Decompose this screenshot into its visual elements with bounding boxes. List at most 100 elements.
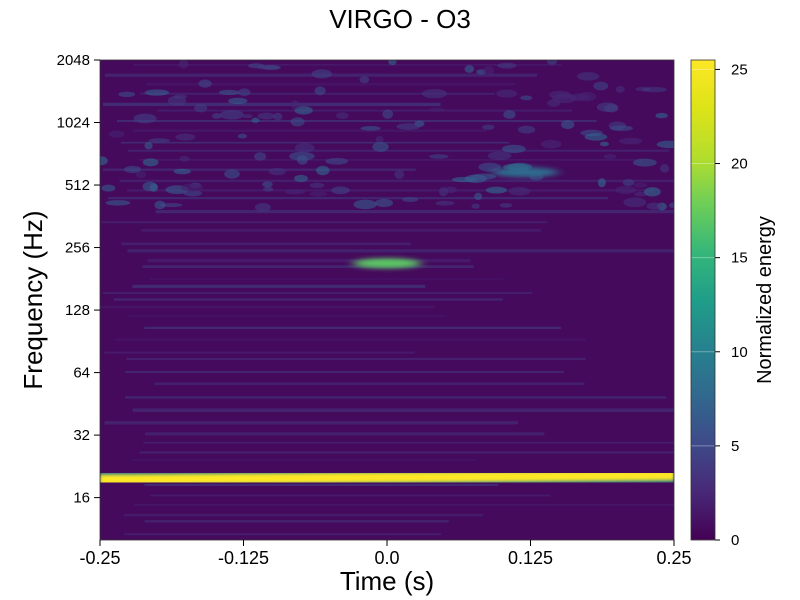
noise-speckle <box>194 103 208 113</box>
noise-speckle <box>242 113 253 119</box>
noise-speckle <box>464 65 475 73</box>
noise-speckle <box>218 89 240 95</box>
noise-speckle <box>100 156 108 166</box>
noise-band <box>155 210 674 214</box>
noise-speckle <box>309 191 327 197</box>
noise-band <box>124 396 667 399</box>
colorbar-tick-label: 25 <box>731 61 748 78</box>
noise-speckle <box>660 163 670 173</box>
noise-speckle <box>118 91 136 98</box>
noise-speckle <box>142 158 159 167</box>
noise-speckle <box>497 62 517 69</box>
colorbar <box>691 60 715 540</box>
noise-speckle <box>642 86 667 93</box>
colorbar-tick-label: 0 <box>731 532 739 549</box>
noise-speckle <box>485 186 508 194</box>
noise-speckle <box>311 69 332 79</box>
noise-band <box>127 249 674 253</box>
noise-speckle <box>291 100 300 110</box>
noise-speckle <box>552 93 577 104</box>
noise-speckle <box>546 60 558 65</box>
noise-band <box>141 228 542 232</box>
noise-speckle <box>219 109 244 120</box>
noise-speckle <box>228 97 248 105</box>
noise-speckle <box>268 167 287 176</box>
noise-speckle <box>183 190 202 197</box>
y-tick-label: 128 <box>65 302 90 319</box>
noise-band <box>116 338 587 341</box>
noise-speckle <box>154 200 166 210</box>
noise-speckle <box>501 144 526 154</box>
noise-speckle <box>254 152 267 161</box>
noise-speckle <box>360 126 381 131</box>
noise-speckle <box>428 107 446 113</box>
noise-speckle <box>294 174 308 182</box>
noise-speckle <box>615 85 625 93</box>
noise-speckle <box>503 110 516 119</box>
noise-speckle <box>576 72 600 81</box>
noise-speckle <box>148 138 171 143</box>
x-tick-label: -0.125 <box>218 548 269 568</box>
noise-speckle <box>263 186 274 192</box>
noise-speckle <box>325 157 349 165</box>
noise-speckle <box>160 202 183 208</box>
noise-band <box>144 326 561 330</box>
colorbar-frame <box>690 59 716 541</box>
noise-band <box>116 120 597 122</box>
noise-band <box>124 533 442 536</box>
noise-speckle <box>273 112 283 121</box>
noise-speckle <box>618 137 643 145</box>
noise-speckle <box>294 106 313 115</box>
noise-speckle <box>149 183 159 192</box>
noise-speckle <box>336 112 349 119</box>
noise-band <box>127 189 655 192</box>
noise-speckle <box>609 125 634 132</box>
x-tick-label: 0.0 <box>374 548 399 568</box>
noise-band <box>131 458 477 462</box>
x-axis-label: Time (s) <box>340 566 434 596</box>
y-tick-label: 512 <box>65 177 90 194</box>
noise-speckle <box>257 112 276 120</box>
y-tick-label: 2048 <box>57 52 90 69</box>
noise-band <box>121 242 411 246</box>
noise-band <box>154 382 585 386</box>
noise-band <box>144 520 449 523</box>
y-tick-label: 32 <box>73 427 90 444</box>
noise-band <box>121 141 509 144</box>
noise-speckle <box>499 202 513 208</box>
noise-speckle <box>353 199 377 210</box>
noise-speckle <box>394 169 405 179</box>
noise-speckle <box>178 60 189 69</box>
noise-speckle <box>593 81 609 91</box>
noise-speckle <box>435 200 455 206</box>
noise-speckle <box>173 168 191 175</box>
noise-speckle <box>251 117 260 123</box>
noise-speckle <box>615 186 637 195</box>
noise-speckle <box>144 89 170 96</box>
noise-band <box>128 314 447 318</box>
noise-speckle <box>561 120 575 130</box>
noise-band <box>132 129 487 132</box>
noise-speckle <box>508 186 531 196</box>
y-axis-label: Frequency (Hz) <box>18 210 48 389</box>
y-tick-label: 256 <box>65 240 90 257</box>
noise-band <box>145 432 545 436</box>
x-tick-label: 0.125 <box>508 548 553 568</box>
energy-blob <box>353 258 421 269</box>
noise-speckle <box>180 183 204 192</box>
noise-speckle <box>644 187 661 197</box>
noise-speckle <box>108 130 125 138</box>
noise-speckle <box>656 140 674 149</box>
noise-speckle <box>105 200 131 206</box>
noise-speckle <box>248 63 265 69</box>
noise-band <box>104 351 415 354</box>
noise-band <box>139 451 674 454</box>
noise-speckle <box>520 95 533 101</box>
noise-band <box>139 158 644 161</box>
colorbar-tick-label: 5 <box>731 438 739 455</box>
noise-speckle <box>224 169 240 179</box>
noise-speckle <box>124 165 142 174</box>
noise-speckle <box>603 153 617 160</box>
noise-speckle <box>359 76 370 84</box>
